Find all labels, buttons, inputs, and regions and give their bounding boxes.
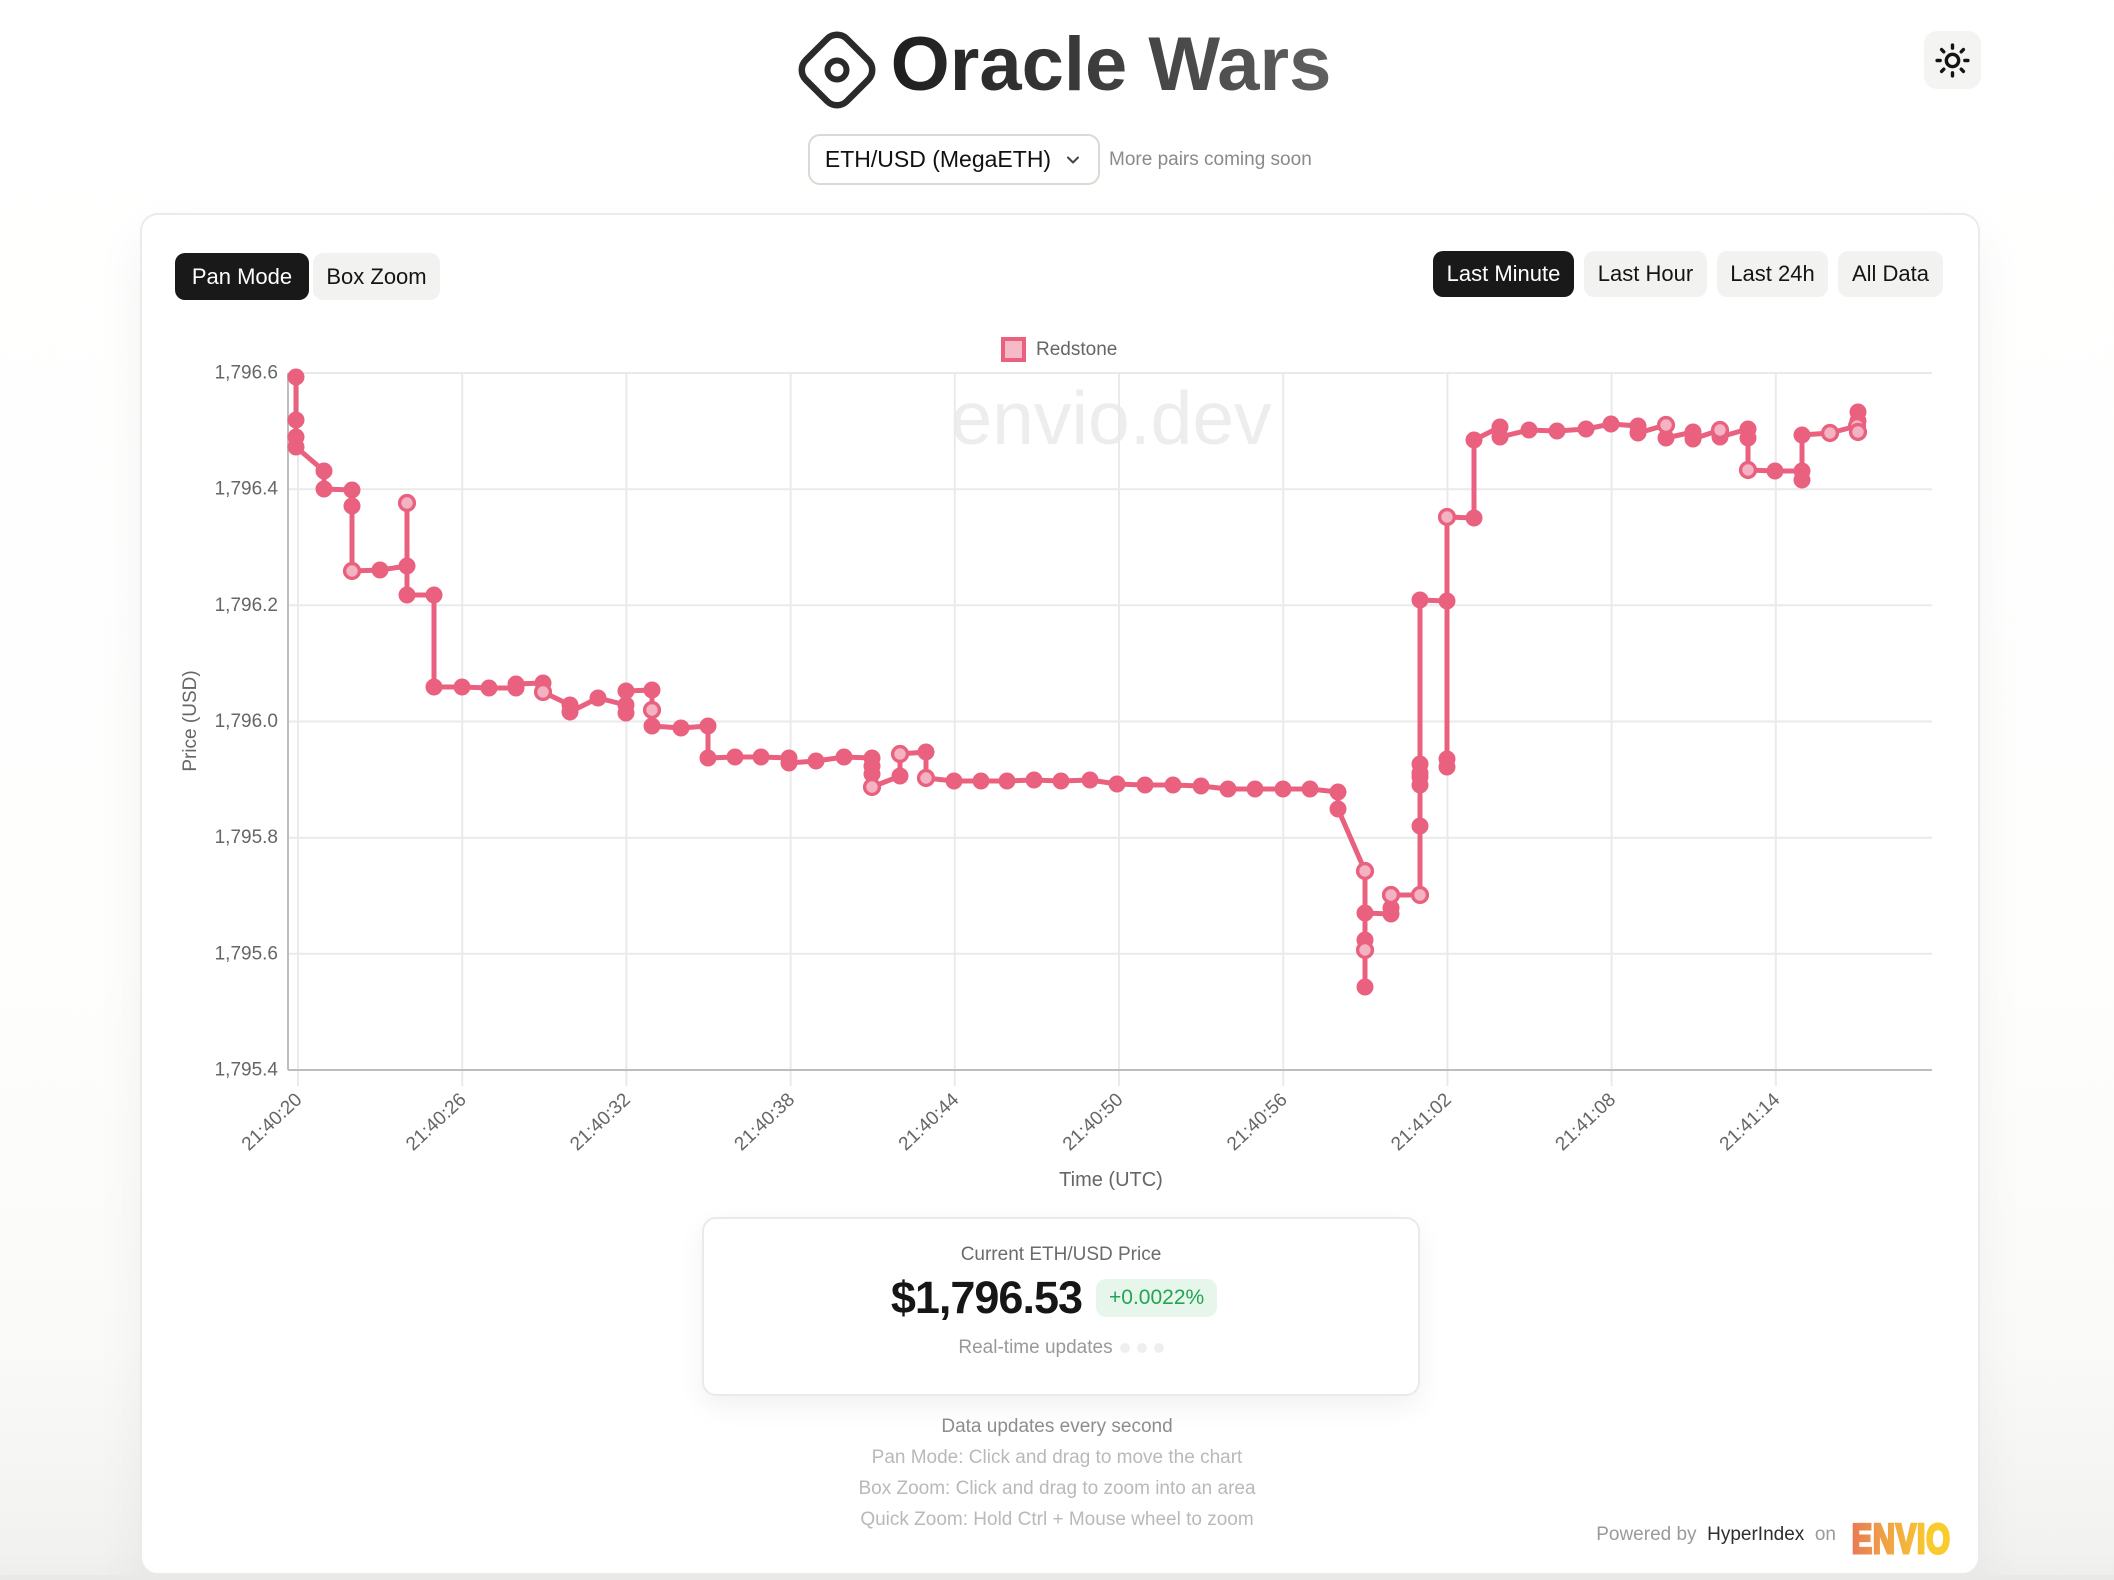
svg-text:21:40:44: 21:40:44 — [895, 1089, 964, 1155]
svg-text:Price (USD): Price (USD) — [180, 670, 201, 771]
svg-text:21:41:08: 21:41:08 — [1552, 1089, 1620, 1155]
svg-text:1,796.4: 1,796.4 — [215, 479, 279, 500]
svg-text:1,796.6: 1,796.6 — [215, 363, 278, 384]
svg-text:21:40:50: 21:40:50 — [1059, 1089, 1127, 1155]
svg-text:Time (UTC): Time (UTC) — [1059, 1169, 1163, 1191]
svg-text:1,796.0: 1,796.0 — [215, 711, 278, 732]
svg-text:1,795.6: 1,795.6 — [215, 943, 278, 964]
svg-text:1,795.4: 1,795.4 — [215, 1060, 279, 1081]
svg-text:1,796.2: 1,796.2 — [215, 595, 278, 616]
svg-text:ENVIO: ENVIO — [1852, 1515, 1951, 1559]
svg-text:1,795.8: 1,795.8 — [215, 827, 278, 848]
svg-text:envio.dev: envio.dev — [950, 376, 1272, 460]
svg-text:21:40:56: 21:40:56 — [1223, 1089, 1291, 1155]
svg-text:21:41:02: 21:41:02 — [1387, 1089, 1455, 1155]
svg-text:21:40:32: 21:40:32 — [566, 1089, 634, 1155]
svg-text:21:40:20: 21:40:20 — [238, 1089, 306, 1155]
svg-text:21:40:38: 21:40:38 — [731, 1089, 799, 1155]
svg-text:21:40:26: 21:40:26 — [402, 1089, 470, 1155]
svg-text:21:41:14: 21:41:14 — [1716, 1089, 1785, 1155]
